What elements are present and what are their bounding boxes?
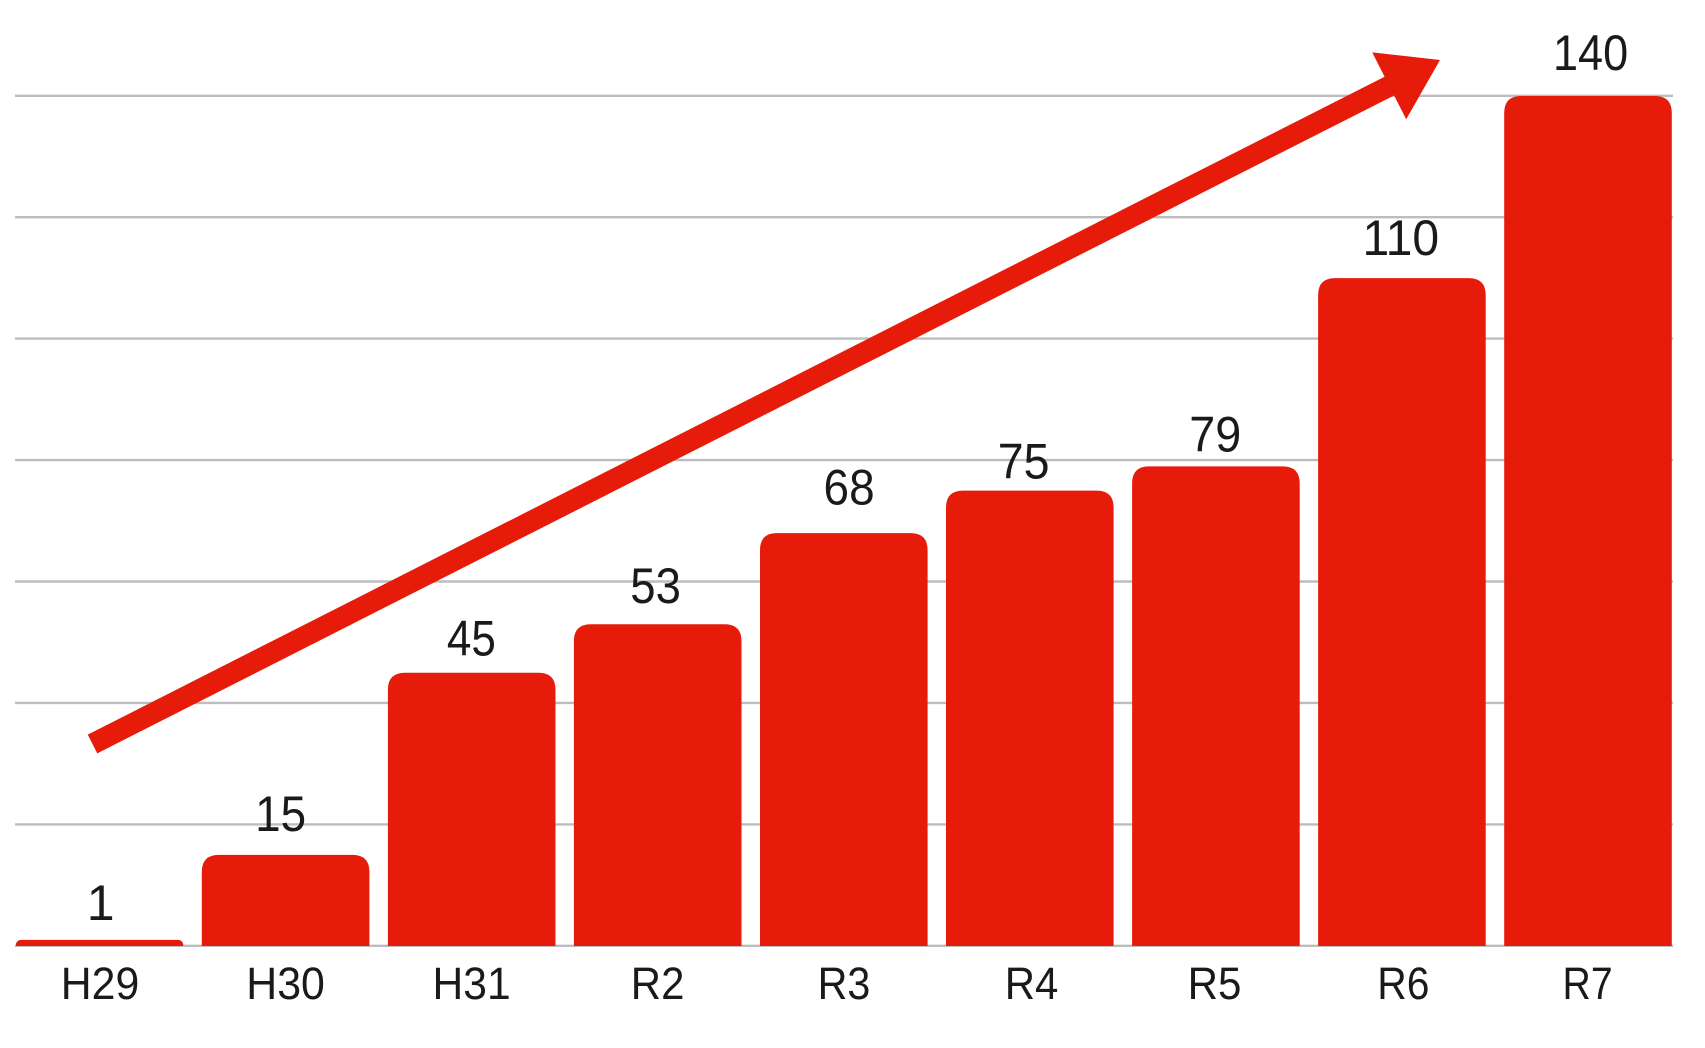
svg-text:R2: R2 bbox=[631, 958, 685, 1009]
svg-text:1: 1 bbox=[87, 875, 115, 931]
svg-text:68: 68 bbox=[824, 459, 875, 515]
svg-text:79: 79 bbox=[1189, 407, 1241, 463]
svg-text:15: 15 bbox=[255, 786, 306, 842]
svg-text:R4: R4 bbox=[1005, 958, 1059, 1009]
svg-text:H31: H31 bbox=[433, 958, 511, 1009]
svg-text:110: 110 bbox=[1362, 210, 1439, 266]
svg-text:53: 53 bbox=[630, 558, 681, 614]
svg-text:H30: H30 bbox=[246, 958, 325, 1009]
svg-text:R7: R7 bbox=[1563, 958, 1613, 1009]
svg-text:45: 45 bbox=[447, 611, 496, 667]
svg-text:R3: R3 bbox=[818, 958, 871, 1009]
svg-text:H29: H29 bbox=[61, 958, 140, 1009]
svg-text:75: 75 bbox=[998, 433, 1050, 489]
svg-text:R5: R5 bbox=[1188, 958, 1242, 1009]
svg-text:R6: R6 bbox=[1377, 958, 1429, 1009]
svg-text:140: 140 bbox=[1553, 25, 1628, 81]
